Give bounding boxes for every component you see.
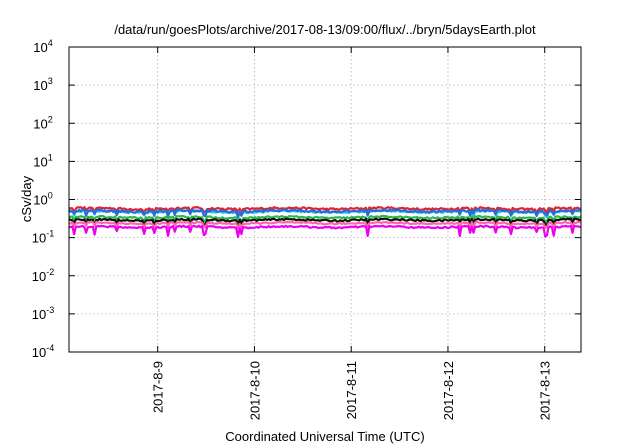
y-tick-label: 10-4 — [32, 343, 54, 360]
y-tick-label: 100 — [33, 191, 52, 208]
y-tick-label: 10-1 — [32, 229, 54, 246]
grid — [69, 47, 581, 352]
y-tick-label: 103 — [33, 76, 52, 93]
y-axis-label: cSv/day — [19, 175, 34, 222]
y-tick-label: 102 — [33, 114, 52, 131]
series-group — [68, 205, 582, 238]
x-tick-label: 2017-8-12 — [441, 361, 456, 420]
y-tick-label: 10-2 — [32, 267, 54, 284]
y-tick-label: 104 — [33, 38, 52, 55]
x-tick-label: 2017-8-9 — [151, 361, 166, 413]
x-tick-label: 2017-8-11 — [344, 361, 359, 419]
x-tick-label: 2017-8-13 — [538, 361, 553, 420]
y-tick-label: 10-3 — [32, 305, 54, 322]
x-tick-label: 2017-8-10 — [247, 361, 262, 420]
chart-title: /data/run/goesPlots/archive/2017-08-13/0… — [114, 22, 536, 37]
x-axis-label: Coordinated Universal Time (UTC) — [225, 429, 424, 444]
series-line — [68, 224, 582, 238]
y-tick-label: 101 — [33, 152, 52, 169]
series-line — [68, 220, 582, 230]
series-line — [68, 208, 582, 219]
y-axis: 10-4 10-3 10-2 10-1 100 101 102 103 104 — [32, 38, 581, 360]
x-axis: 2017-8-9 2017-8-10 2017-8-11 2017-8-12 2017-… — [151, 47, 553, 420]
